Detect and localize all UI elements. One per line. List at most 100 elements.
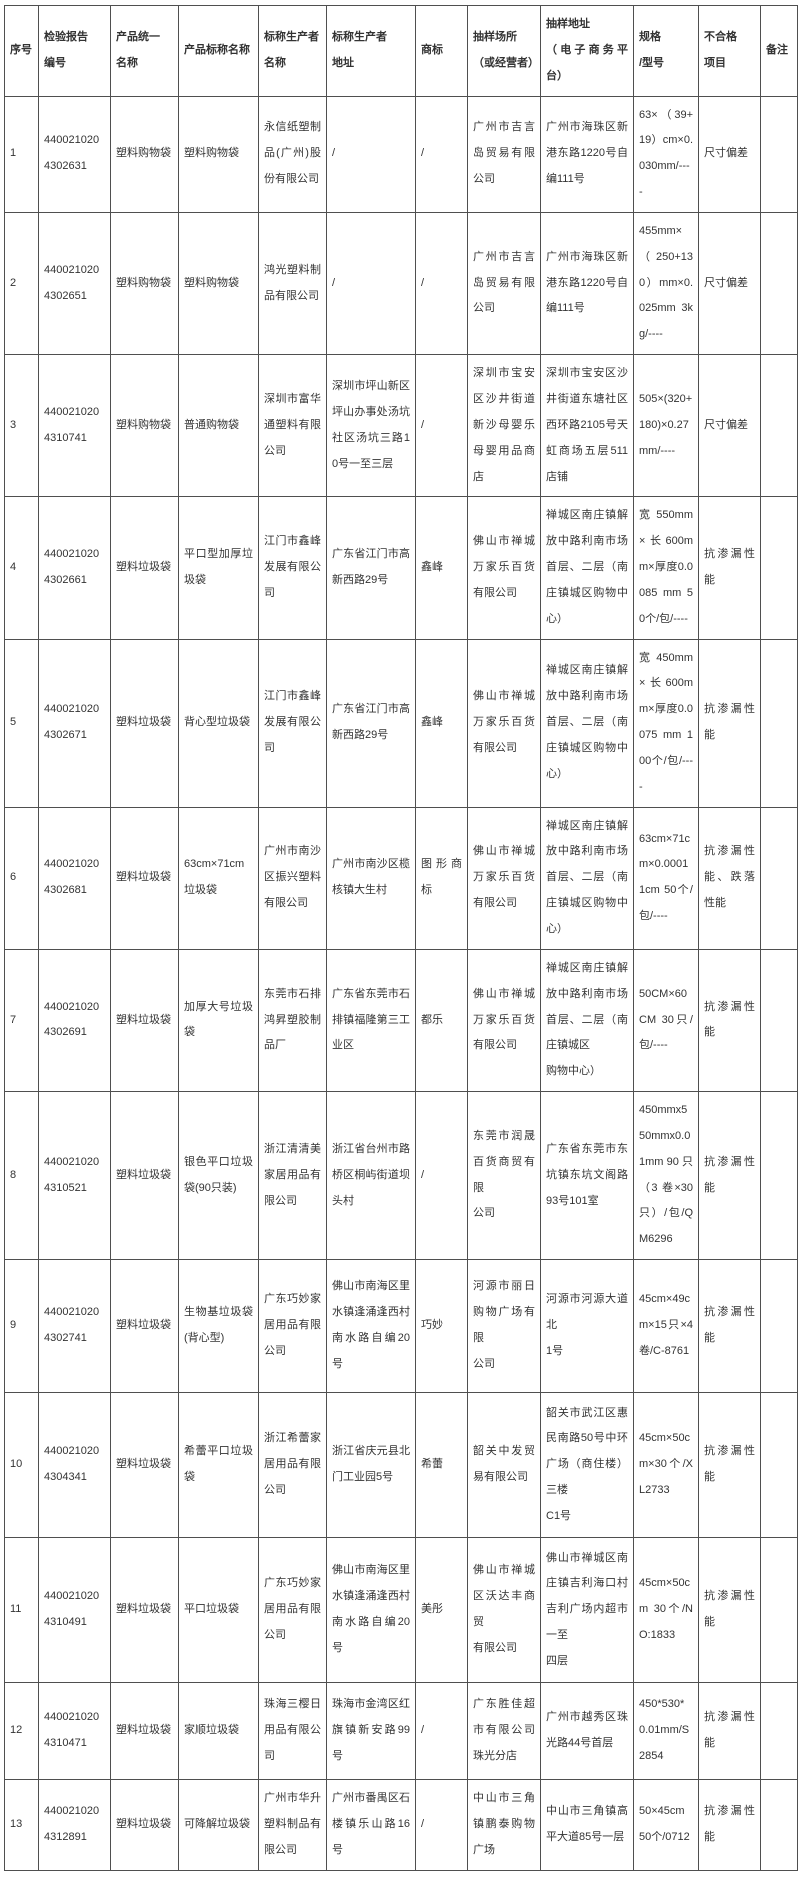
cell-tm: / [415,354,468,498]
cell-spec: 50CM×60CM 30只/包/---- [633,948,699,1093]
cell-seq: 13 [4,1779,39,1871]
cell-seq: 9 [4,1259,39,1394]
cell-report: 440021020 4302661 [38,496,111,640]
cell-nominal: 背心型垃圾袋 [178,638,259,808]
cell-place: 河源市丽日购物广场有限 公司 [467,1259,541,1394]
cell-seq: 6 [4,806,39,950]
cell-tm: 鑫峰 [415,496,468,640]
cell-producer: 浙江希蕾家居用品有限公司 [258,1392,327,1539]
cell-producer: 江门市鑫峰发展有限公司 [258,496,327,640]
cell-unified: 塑料垃圾袋 [110,948,179,1093]
cell-remark [760,1259,798,1394]
cell-place: 东莞市润晟百货商贸有限 公司 [467,1091,541,1261]
cell-tm: 巧妙 [415,1259,468,1394]
cell-nominal: 可降解垃圾袋 [178,1779,259,1871]
cell-items: 尺寸偏差 [698,211,761,356]
cell-spec: 450*530*0.01mm/S2854 [633,1682,699,1781]
table-row: 7 440021020 4302691 塑料垃圾袋 加厚大号垃圾袋 东莞市石排鸿昇塑胶制… [4,948,798,1093]
cell-remark [760,638,798,808]
cell-unified: 塑料垃圾袋 [110,496,179,640]
cell-place: 佛山市禅城万家乐百货有限公司 [467,948,541,1093]
cell-spec: 63×（39+19）cm×0.030mm/---- [633,95,699,213]
header-row: 序号 检验报告 编号 产品统一 名称 产品标称名称 标称生产者 名称 标称生产者… [4,5,798,97]
cell-remark [760,806,798,950]
cell-remark [760,1392,798,1539]
cell-paddr: / [326,95,416,213]
cell-unified: 塑料垃圾袋 [110,1392,179,1539]
cell-producer: 珠海三樱日用品有限公司 [258,1682,327,1781]
cell-remark [760,354,798,498]
cell-nominal: 家顺垃圾袋 [178,1682,259,1781]
cell-tm: / [415,1091,468,1261]
table-row: 8 440021020 4310521 塑料垃圾袋 银色平口垃圾袋(90只装) 浙江清清… [4,1091,798,1261]
cell-spec: 宽550mm×长600mm×厚度0.0085 mm 50个/包/---- [633,496,699,640]
cell-producer: 江门市鑫峰发展有限公司 [258,638,327,808]
cell-unified: 塑料垃圾袋 [110,1259,179,1394]
cell-items: 抗渗漏性能 [698,1682,761,1781]
cell-nominal: 平口垃圾袋 [178,1537,259,1684]
table-row: 5 440021020 4302671 塑料垃圾袋 背心型垃圾袋 江门市鑫峰发展有限公司… [4,638,798,808]
column-header-unified: 产品统一 名称 [110,5,179,97]
cell-addr: 广东省东莞市东坑镇东坑文阁路93号101室 [540,1091,634,1261]
cell-spec: 450mmx550mmx0.01mm 90 只（3 卷×30只）/包/QM629… [633,1091,699,1261]
cell-spec: 505×(320+180)×0.27 mm/---- [633,354,699,498]
cell-seq: 10 [4,1392,39,1539]
cell-seq: 1 [4,95,39,213]
cell-items: 抗渗漏性能 [698,1779,761,1871]
cell-producer: 东莞市石排鸿昇塑胶制品厂 [258,948,327,1093]
cell-addr: 广州市海珠区新港东路1220号自编111号 [540,211,634,356]
cell-remark [760,1682,798,1781]
cell-items: 抗渗漏性能 [698,496,761,640]
cell-items: 抗渗漏性能 [698,1091,761,1261]
cell-addr: 禅城区南庄镇解放中路利南市场首层、二层（南庄镇城区购物中心） [540,638,634,808]
cell-paddr: / [326,211,416,356]
cell-unified: 塑料垃圾袋 [110,638,179,808]
cell-report: 440021020 4310521 [38,1091,111,1261]
table-row: 10 440021020 4304341 塑料垃圾袋 希蕾平口垃圾袋 浙江希蕾家居用品有… [4,1392,798,1539]
cell-spec: 455mm×（250+130）mm×0.025mm 3kg/---- [633,211,699,356]
cell-seq: 7 [4,948,39,1093]
cell-place: 广州市吉言岛贸易有限公司 [467,211,541,356]
cell-nominal: 塑料购物袋 [178,211,259,356]
cell-report: 440021020 4302631 [38,95,111,213]
cell-report: 440021020 4302681 [38,806,111,950]
cell-unified: 塑料垃圾袋 [110,1682,179,1781]
column-header-spec: 规格 /型号 [633,5,699,97]
cell-report: 440021020 4310491 [38,1537,111,1684]
cell-addr: 深圳市宝安区沙井街道东塘社区西环路2105号天虹商场五层511店铺 [540,354,634,498]
cell-spec: 63cm×71cm×0.00011cm 50个/包/---- [633,806,699,950]
cell-place: 佛山市禅城万家乐百货有限公司 [467,496,541,640]
cell-nominal: 平口型加厚垃圾袋 [178,496,259,640]
cell-producer: 深圳市富华通塑料有限公司 [258,354,327,498]
cell-addr: 禅城区南庄镇解放中路利南市场首层、二层（南庄镇城区购物中心） [540,806,634,950]
table-row: 6 440021020 4302681 塑料垃圾袋 63cm×71cm垃圾袋 广州市南沙… [4,806,798,950]
cell-nominal: 63cm×71cm垃圾袋 [178,806,259,950]
column-header-items: 不合格 项目 [698,5,761,97]
cell-spec: 45cm×50cm 30个/NO:1833 [633,1537,699,1684]
cell-spec: 50×45cm 50个/0712 [633,1779,699,1871]
cell-producer: 广东巧妙家居用品有限公司 [258,1537,327,1684]
cell-unified: 塑料垃圾袋 [110,806,179,950]
cell-paddr: 佛山市南海区里水镇逢涌逢西村南水路自编20号 [326,1537,416,1684]
cell-addr: 韶关市武江区惠民南路50号中环广场（商住楼）三楼 C1号 [540,1392,634,1539]
column-header-nominal: 产品标称名称 [178,5,259,97]
cell-addr: 广州市越秀区珠光路44号首层 [540,1682,634,1781]
cell-tm: / [415,1682,468,1781]
cell-tm: 图形商标 [415,806,468,950]
cell-report: 440021020 4310741 [38,354,111,498]
cell-place: 佛山市禅城万家乐百货有限公司 [467,806,541,950]
cell-unified: 塑料垃圾袋 [110,1779,179,1871]
cell-spec: 45cm×49cm×15只×4卷/C-8761 [633,1259,699,1394]
table-body: 1 440021020 4302631 塑料购物袋 塑料购物袋 永信纸塑制品(广州)股份… [4,95,798,1871]
column-header-tm: 商标 [415,5,468,97]
cell-items: 抗渗漏性能 [698,638,761,808]
cell-paddr: 深圳市坪山新区坪山办事处汤坑社区汤坑三路10号一至三层 [326,354,416,498]
cell-report: 440021020 4302691 [38,948,111,1093]
cell-paddr: 广东省东莞市石排镇福隆第三工业区 [326,948,416,1093]
cell-remark [760,1779,798,1871]
cell-paddr: 广州市南沙区榄核镇大生村 [326,806,416,950]
table-row: 9 440021020 4302741 塑料垃圾袋 生物基垃圾袋(背心型) 广东巧妙家居… [4,1259,798,1394]
cell-report: 440021020 4310471 [38,1682,111,1781]
cell-addr: 中山市三角镇高平大道85号一层 [540,1779,634,1871]
table-row: 11 440021020 4310491 塑料垃圾袋 平口垃圾袋 广东巧妙家居用品有限公… [4,1537,798,1684]
